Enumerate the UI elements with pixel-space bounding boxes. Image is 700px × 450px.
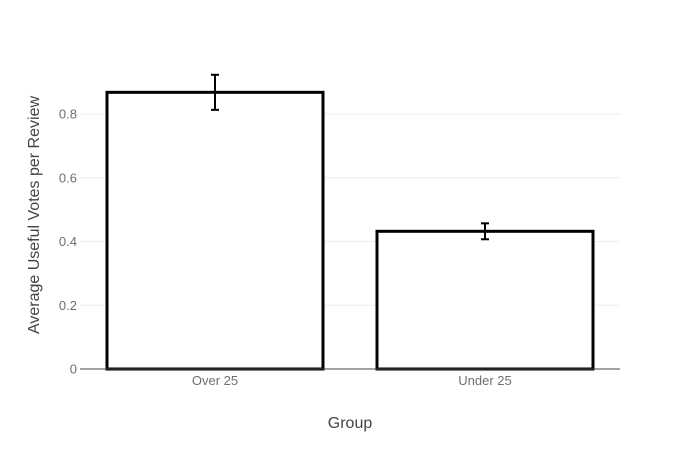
error-bars (211, 73, 489, 241)
y-axis-title: Average Useful Votes per Review (26, 96, 43, 335)
bars (105, 90, 595, 371)
error-bar (481, 222, 489, 241)
y-tick-label: 0.4 (59, 234, 77, 249)
x-tick-label: Under 25 (458, 373, 511, 388)
y-tick-label: 0.6 (59, 170, 77, 185)
x-tick-label: Over 25 (192, 373, 238, 388)
bar-over-25 (105, 90, 325, 371)
x-tick-labels: Over 25 Under 25 (192, 373, 512, 388)
y-tick-labels: 0 0.2 0.4 0.6 0.8 (59, 107, 77, 377)
error-bar (211, 73, 219, 111)
x-axis-title: Group (328, 415, 373, 432)
y-tick-label: 0.8 (59, 107, 77, 122)
y-tick-label: 0.2 (59, 298, 77, 313)
bar-under-25 (375, 229, 595, 371)
y-tick-label: 0 (70, 362, 77, 377)
